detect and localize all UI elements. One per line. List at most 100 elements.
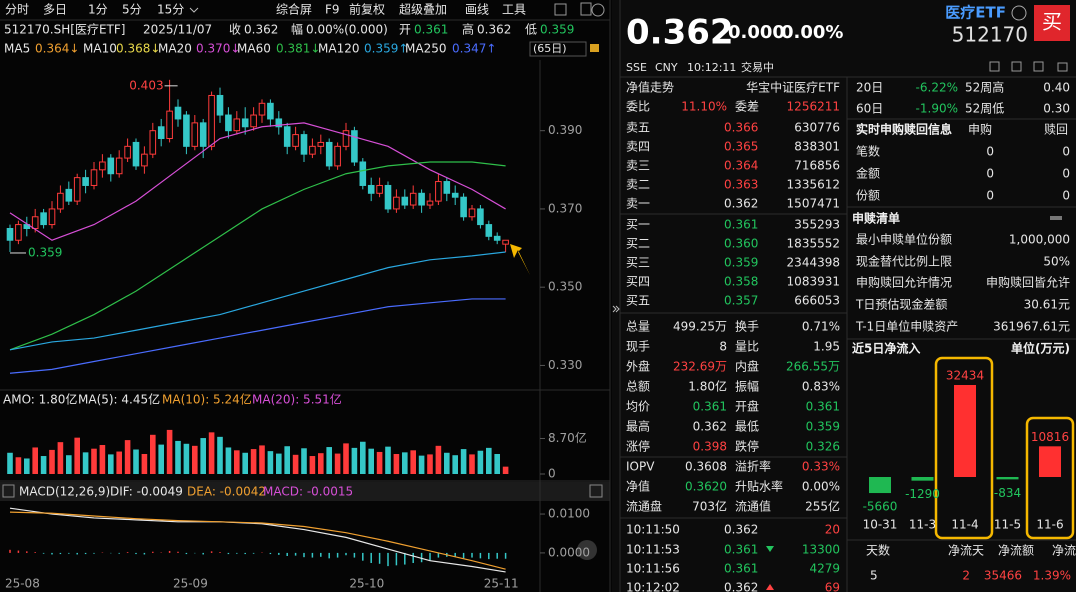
ma-line bbox=[9, 161, 506, 351]
toolbar-button[interactable]: 15分 bbox=[157, 3, 184, 17]
help-icon[interactable] bbox=[2, 484, 15, 498]
ma-name: MA250 bbox=[405, 42, 446, 56]
field-label: 流通值 bbox=[735, 499, 771, 514]
tool-icon[interactable] bbox=[989, 61, 1000, 72]
field-value: 361967.61元 bbox=[993, 320, 1070, 334]
volume-bar bbox=[150, 434, 156, 474]
y-tick-label: 0.390 bbox=[548, 123, 582, 137]
net-inflow-bar bbox=[1039, 446, 1061, 477]
info-icon[interactable] bbox=[1011, 5, 1027, 21]
tick-volume: 69 bbox=[825, 581, 840, 592]
dropdown-icon[interactable] bbox=[189, 7, 199, 13]
toolbar-button[interactable]: 画线 bbox=[465, 3, 489, 17]
lock-icon[interactable] bbox=[590, 44, 599, 52]
order-label: 买一 bbox=[626, 218, 650, 232]
volume-bar bbox=[208, 432, 215, 474]
candle-body bbox=[275, 118, 283, 128]
high-label: 0.403 bbox=[129, 78, 163, 92]
last-price: 0.362 bbox=[626, 13, 734, 53]
more-icon[interactable] bbox=[1050, 216, 1062, 220]
toolbar-button[interactable]: F9 bbox=[325, 3, 340, 17]
order-volume: 355293 bbox=[794, 218, 840, 232]
quote-field: 0.362 bbox=[477, 23, 511, 37]
toolbar-button[interactable]: 分时 bbox=[5, 3, 29, 17]
buy-button[interactable]: 买 bbox=[1042, 10, 1062, 34]
buy-button-bg[interactable] bbox=[1034, 5, 1070, 41]
field-value: 0.326 bbox=[806, 440, 840, 454]
volume-bar bbox=[502, 466, 509, 474]
candle-body bbox=[258, 102, 266, 116]
field-label: 现手 bbox=[626, 340, 650, 354]
ma-value: 0.370↓ bbox=[196, 42, 240, 56]
field-label: 申购赎回允许情况 bbox=[856, 275, 952, 290]
window-icon[interactable] bbox=[580, 2, 592, 16]
toolbar-button[interactable]: 工具 bbox=[502, 3, 526, 17]
candle-body bbox=[443, 181, 451, 194]
column-header: 申购 bbox=[968, 122, 992, 137]
field-label: 委差 bbox=[735, 100, 759, 114]
volume-bar bbox=[242, 452, 248, 474]
order-price: 0.366 bbox=[724, 121, 758, 135]
summary-value: 2 bbox=[962, 569, 970, 583]
candle-body bbox=[267, 102, 274, 120]
candle-body bbox=[149, 130, 157, 155]
order-label: 卖五 bbox=[626, 121, 650, 135]
candle-body bbox=[48, 208, 56, 226]
down-arrow bbox=[766, 546, 774, 552]
tool-icon[interactable] bbox=[1033, 61, 1044, 72]
toolbar-button[interactable]: 综合屏 bbox=[276, 2, 312, 17]
period-selector[interactable]: (65日) bbox=[533, 42, 567, 55]
tool-icon[interactable] bbox=[1011, 61, 1022, 72]
layout-icon[interactable] bbox=[554, 3, 567, 16]
order-volume: 716856 bbox=[794, 159, 840, 173]
volume-bar bbox=[141, 453, 148, 474]
toolbar-button[interactable]: 超级叠加 bbox=[399, 2, 447, 17]
lock-icon[interactable] bbox=[1057, 62, 1068, 72]
y-tick-label: 0.370 bbox=[548, 201, 582, 215]
y-tick-label: 0.350 bbox=[548, 280, 582, 294]
x-tick-label: 25-11 bbox=[484, 577, 519, 591]
collapse-icon[interactable] bbox=[612, 305, 617, 313]
candle-body bbox=[359, 161, 367, 186]
toolbar-button[interactable]: 多日 bbox=[43, 3, 67, 17]
close-panel-icon[interactable] bbox=[589, 484, 603, 498]
order-price: 0.358 bbox=[724, 275, 758, 289]
field-value: 8 bbox=[719, 340, 727, 354]
close-icon[interactable] bbox=[591, 3, 605, 17]
candle-body bbox=[376, 184, 383, 194]
ma-value: 0.359↑ bbox=[364, 42, 408, 56]
volume-legend: MA(10): 5.24亿 bbox=[162, 392, 252, 407]
section-title: 近5日净流入 bbox=[852, 341, 920, 356]
volume-bar bbox=[351, 447, 358, 474]
y-tick-label: 0.0100 bbox=[548, 507, 590, 521]
column-header: 赎回 bbox=[1044, 123, 1068, 137]
field-value: 266.55万 bbox=[786, 360, 840, 374]
volume-bar bbox=[74, 437, 80, 474]
tick-time: 10:11:53 bbox=[626, 543, 680, 557]
toolbar-button[interactable]: 5分 bbox=[122, 3, 142, 17]
ma-line bbox=[9, 122, 506, 241]
candle-body bbox=[166, 110, 173, 140]
volume-bar bbox=[7, 452, 13, 474]
field-value: 0.361 bbox=[806, 400, 840, 414]
candle-body bbox=[107, 157, 115, 175]
nav-trend[interactable]: 净值走势 bbox=[626, 80, 674, 95]
float-button[interactable] bbox=[577, 540, 597, 560]
summary-value: 1.39% bbox=[1033, 569, 1071, 583]
value-label: -1290 bbox=[905, 487, 940, 501]
volume-bar bbox=[276, 453, 282, 474]
toolbar-button[interactable]: 前复权 bbox=[349, 2, 385, 17]
net-inflow-bar bbox=[911, 477, 934, 481]
candle-body bbox=[99, 161, 106, 171]
field-value: 0.3620 bbox=[685, 480, 727, 494]
period-box[interactable] bbox=[529, 41, 587, 57]
candle-body bbox=[132, 141, 140, 167]
field-label: 20日 bbox=[856, 81, 883, 95]
macd-legend: DIF: -0.0049 bbox=[110, 485, 183, 499]
toolbar-button[interactable]: 1分 bbox=[88, 3, 108, 17]
summary-value: 5 bbox=[870, 569, 878, 583]
candle-body bbox=[426, 200, 434, 206]
collapse-icon[interactable] bbox=[615, 305, 620, 313]
price-change-pct: 0.00% bbox=[781, 22, 843, 43]
ma-name: MA5 bbox=[4, 42, 30, 56]
